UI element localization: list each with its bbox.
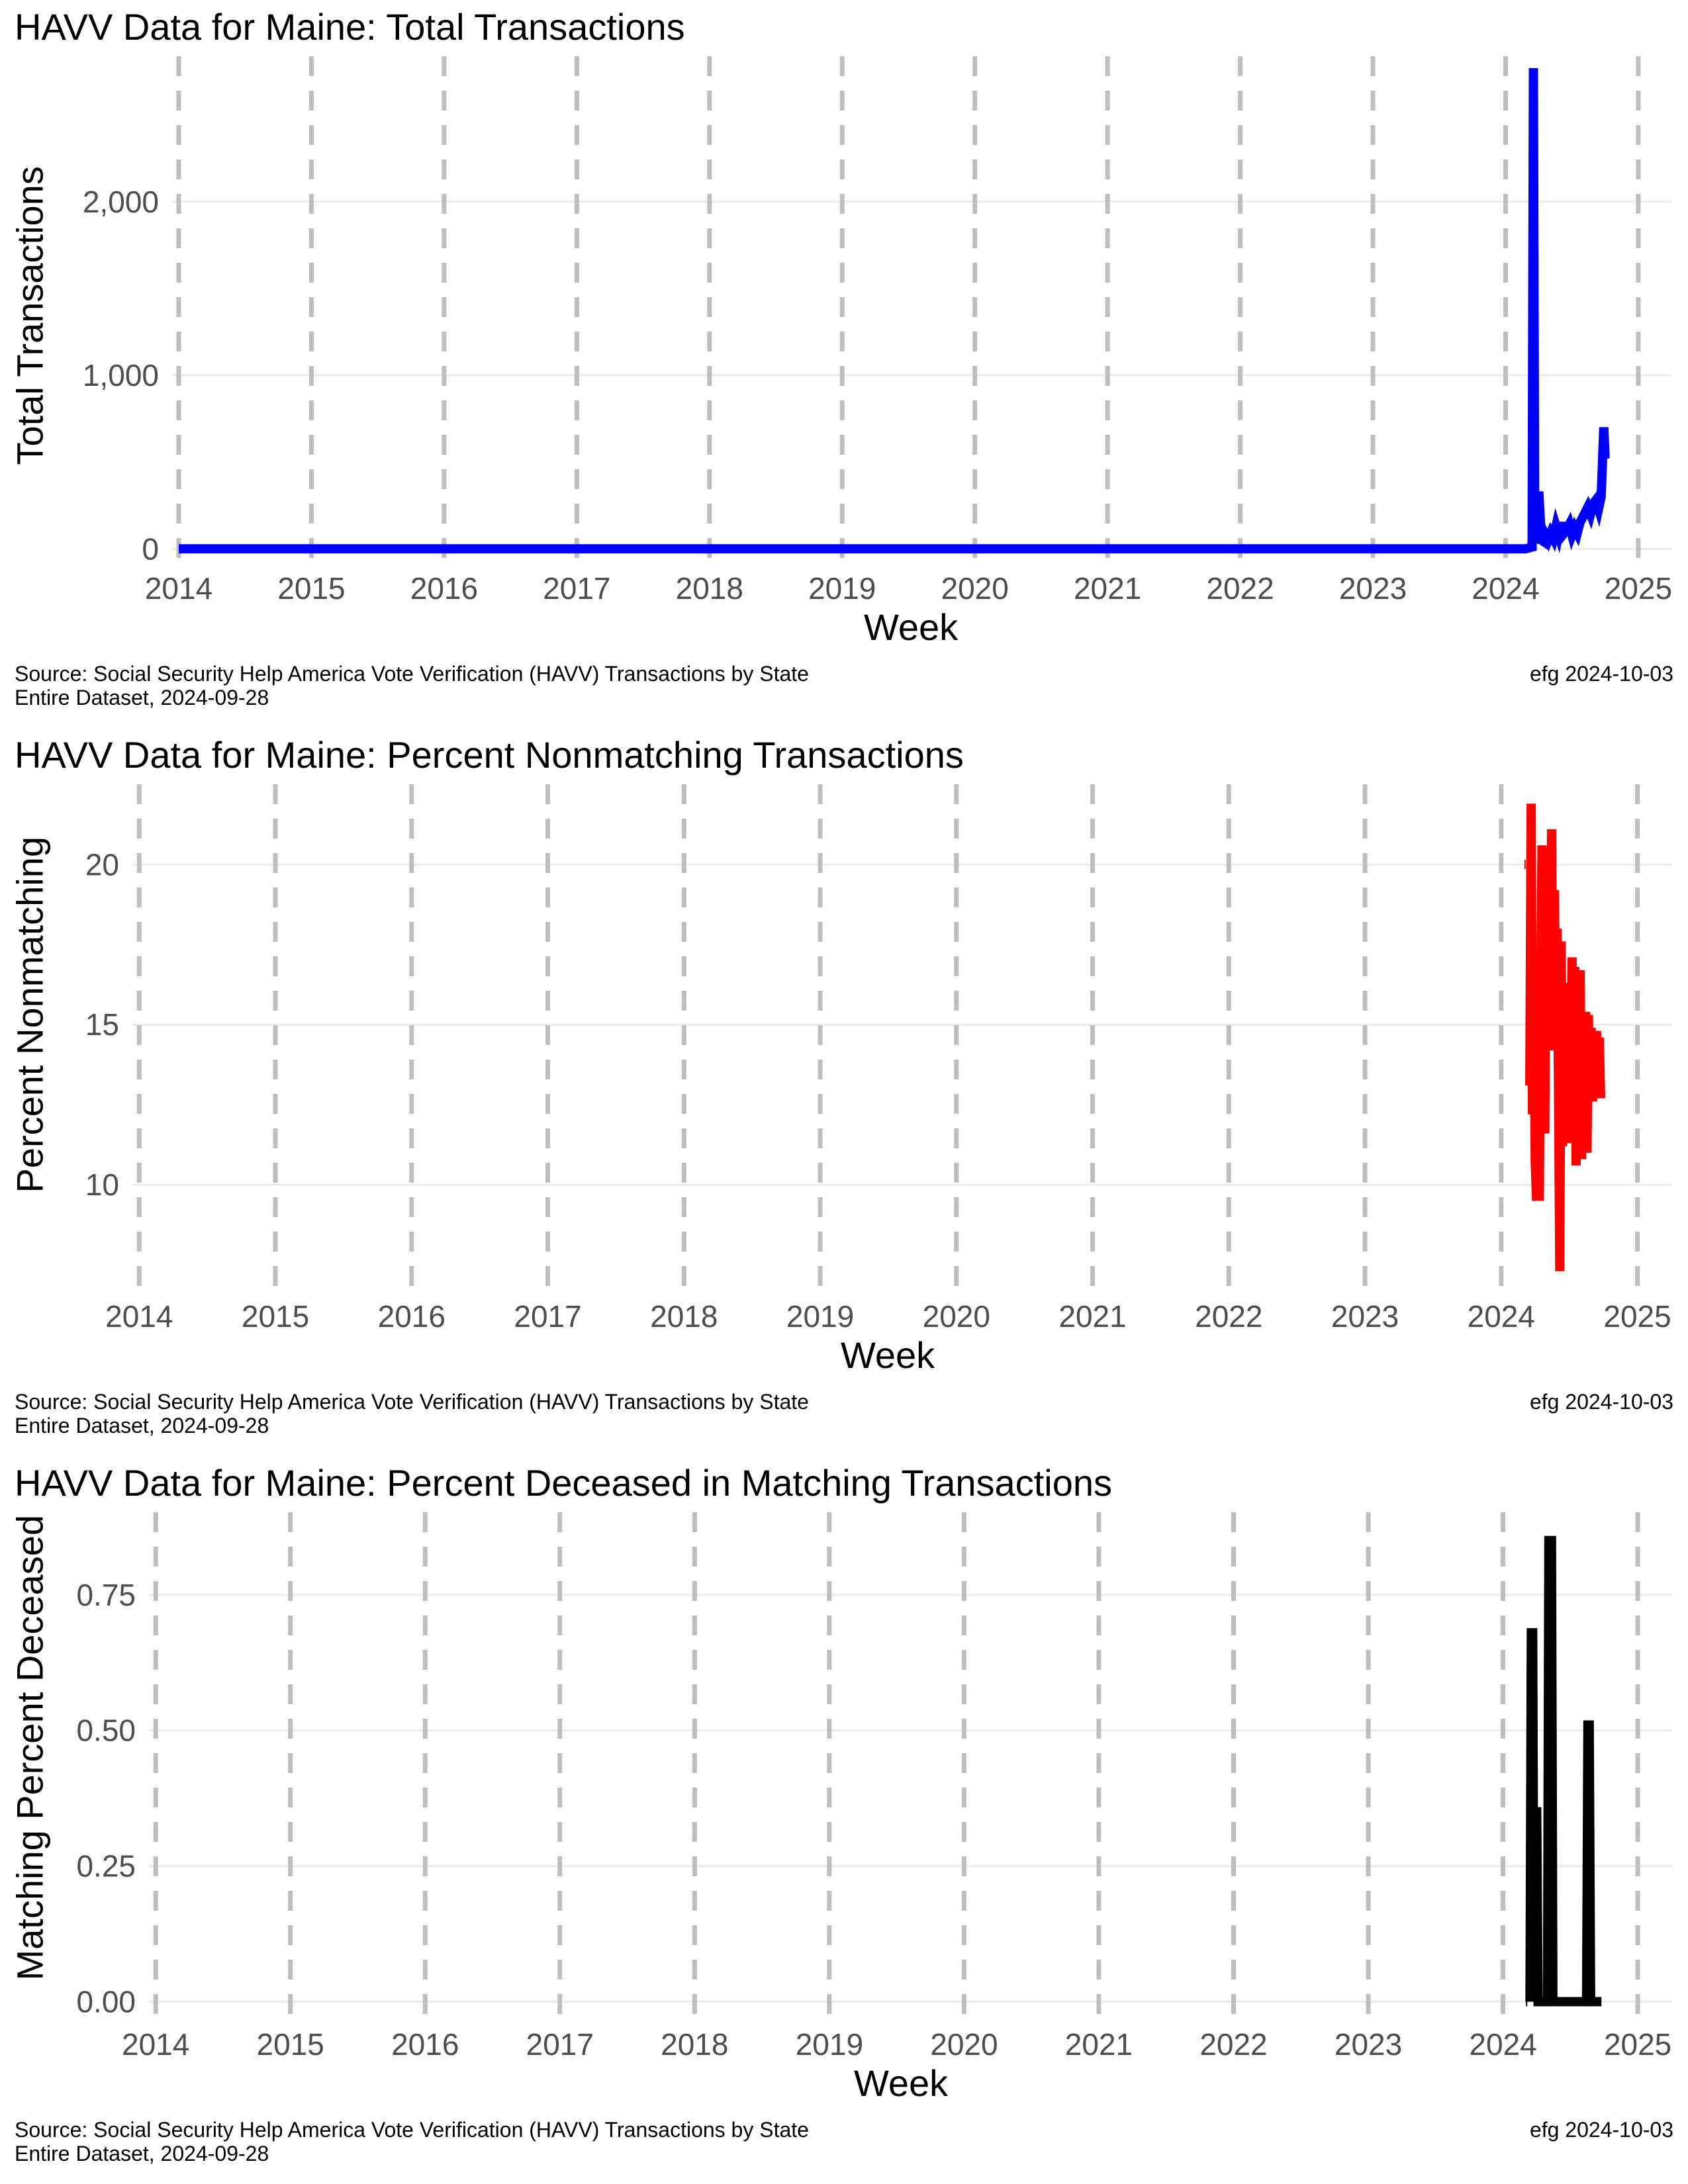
- credit-caption: efg 2024-10-03: [1529, 2118, 1673, 2142]
- x-tick-label: 2025: [1605, 571, 1672, 606]
- x-tick-label: 2021: [1074, 571, 1141, 606]
- x-tick-label: 2015: [257, 2027, 324, 2062]
- chart-panel-percent-nonmatching: 10 15 20 2014 2015 2016 2017 2018 2019 2020 2021 20…: [0, 728, 1688, 1456]
- x-tick-label: 2022: [1199, 2027, 1267, 2062]
- y-tick-label: 10: [85, 1167, 119, 1202]
- dataset-text: Entire Dataset, 2024-09-28: [15, 686, 269, 709]
- y-axis-label: Percent Nonmatching: [9, 836, 51, 1193]
- x-tick-label: 2014: [105, 1299, 173, 1334]
- plot-percent-deceased: 0.00 0.25 0.50 0.75 2014 2015 2016 2017 2018 2019…: [76, 1512, 1671, 2062]
- source-caption: Source: Social Security Help America Vot…: [15, 662, 809, 709]
- x-tick-label: 2016: [378, 1299, 445, 1334]
- x-tick-label: 2019: [808, 571, 876, 606]
- y-tick-label: 1,000: [83, 358, 159, 392]
- x-tick-label: 2018: [661, 2027, 728, 2062]
- series-line: [1525, 1535, 1602, 2007]
- series-line: [1525, 803, 1605, 1271]
- x-tick-label: 2019: [786, 1299, 854, 1334]
- x-tick-label: 2018: [676, 571, 743, 606]
- y-tick-label: 0.25: [76, 1849, 136, 1884]
- x-axis-label: Week: [841, 1334, 935, 1376]
- x-tick-label: 2015: [242, 1299, 309, 1334]
- dataset-text: Entire Dataset, 2024-09-28: [15, 1414, 269, 1437]
- x-tick-label: 2019: [796, 2027, 863, 2062]
- x-tick-label: 2025: [1603, 1299, 1671, 1334]
- y-axis-label: Total Transactions: [9, 166, 51, 465]
- source-caption: Source: Social Security Help America Vot…: [15, 2118, 809, 2165]
- y-tick-label: 0: [142, 531, 159, 566]
- credit-caption: efg 2024-10-03: [1529, 1390, 1673, 1414]
- x-tick-label: 2024: [1468, 1299, 1535, 1334]
- x-tick-label: 2017: [543, 571, 610, 606]
- x-tick-label: 2016: [391, 2027, 459, 2062]
- credit-caption: efg 2024-10-03: [1529, 662, 1673, 686]
- chart-panel-percent-deceased: 0.00 0.25 0.50 0.75 2014 2015 2016 2017 2018 2019…: [0, 1456, 1688, 2184]
- series-line: [179, 68, 1610, 554]
- source-text: Source: Social Security Help America Vot…: [15, 662, 809, 686]
- x-tick-label: 2020: [930, 2027, 998, 2062]
- y-tick-label: 0.75: [76, 1578, 136, 1612]
- x-tick-label: 2024: [1469, 2027, 1536, 2062]
- chart-title: HAVV Data for Maine: Total Transactions: [15, 6, 685, 48]
- plot-total-transactions: 0 1,000 2,000 2014 2015 2016 2017 2018 2019 2020 2…: [83, 56, 1672, 606]
- y-tick-label: 0.00: [76, 1985, 136, 2019]
- y-tick-label: 0.50: [76, 1713, 136, 1748]
- y-tick-label: 2,000: [83, 185, 159, 219]
- x-tick-label: 2014: [122, 2027, 189, 2062]
- x-tick-label: 2022: [1195, 1299, 1262, 1334]
- chart-title: HAVV Data for Maine: Percent Nonmatching…: [15, 734, 964, 776]
- dataset-text: Entire Dataset, 2024-09-28: [15, 2142, 269, 2165]
- plot-percent-nonmatching: 10 15 20 2014 2015 2016 2017 2018 2019 2020 2021 20…: [85, 784, 1671, 1334]
- source-text: Source: Social Security Help America Vot…: [15, 2118, 809, 2142]
- y-tick-label: 15: [85, 1007, 119, 1042]
- x-tick-label: 2020: [923, 1299, 990, 1334]
- x-tick-label: 2020: [941, 571, 1009, 606]
- y-axis-label: Matching Percent Deceased: [9, 1515, 51, 1981]
- x-tick-label: 2025: [1604, 2027, 1671, 2062]
- x-tick-label: 2018: [650, 1299, 718, 1334]
- x-tick-label: 2017: [514, 1299, 581, 1334]
- y-tick-label: 20: [85, 847, 119, 882]
- source-caption: Source: Social Security Help America Vot…: [15, 1390, 809, 1437]
- x-tick-label: 2023: [1335, 2027, 1402, 2062]
- chart-title: HAVV Data for Maine: Percent Deceased in…: [15, 1462, 1112, 1504]
- x-axis-label: Week: [864, 606, 959, 648]
- x-tick-label: 2016: [410, 571, 478, 606]
- x-tick-label: 2023: [1339, 571, 1407, 606]
- x-tick-label: 2017: [526, 2027, 594, 2062]
- x-tick-label: 2021: [1058, 1299, 1126, 1334]
- x-tick-label: 2015: [277, 571, 345, 606]
- source-text: Source: Social Security Help America Vot…: [15, 1390, 809, 1414]
- chart-panel-total-transactions: 0 1,000 2,000 2014 2015 2016 2017 2018 2019 2020 2…: [0, 0, 1688, 728]
- x-axis-label: Week: [854, 2062, 949, 2104]
- x-tick-label: 2023: [1331, 1299, 1399, 1334]
- x-tick-label: 2021: [1065, 2027, 1133, 2062]
- x-tick-label: 2024: [1472, 571, 1539, 606]
- x-tick-label: 2014: [145, 571, 212, 606]
- x-tick-label: 2022: [1206, 571, 1274, 606]
